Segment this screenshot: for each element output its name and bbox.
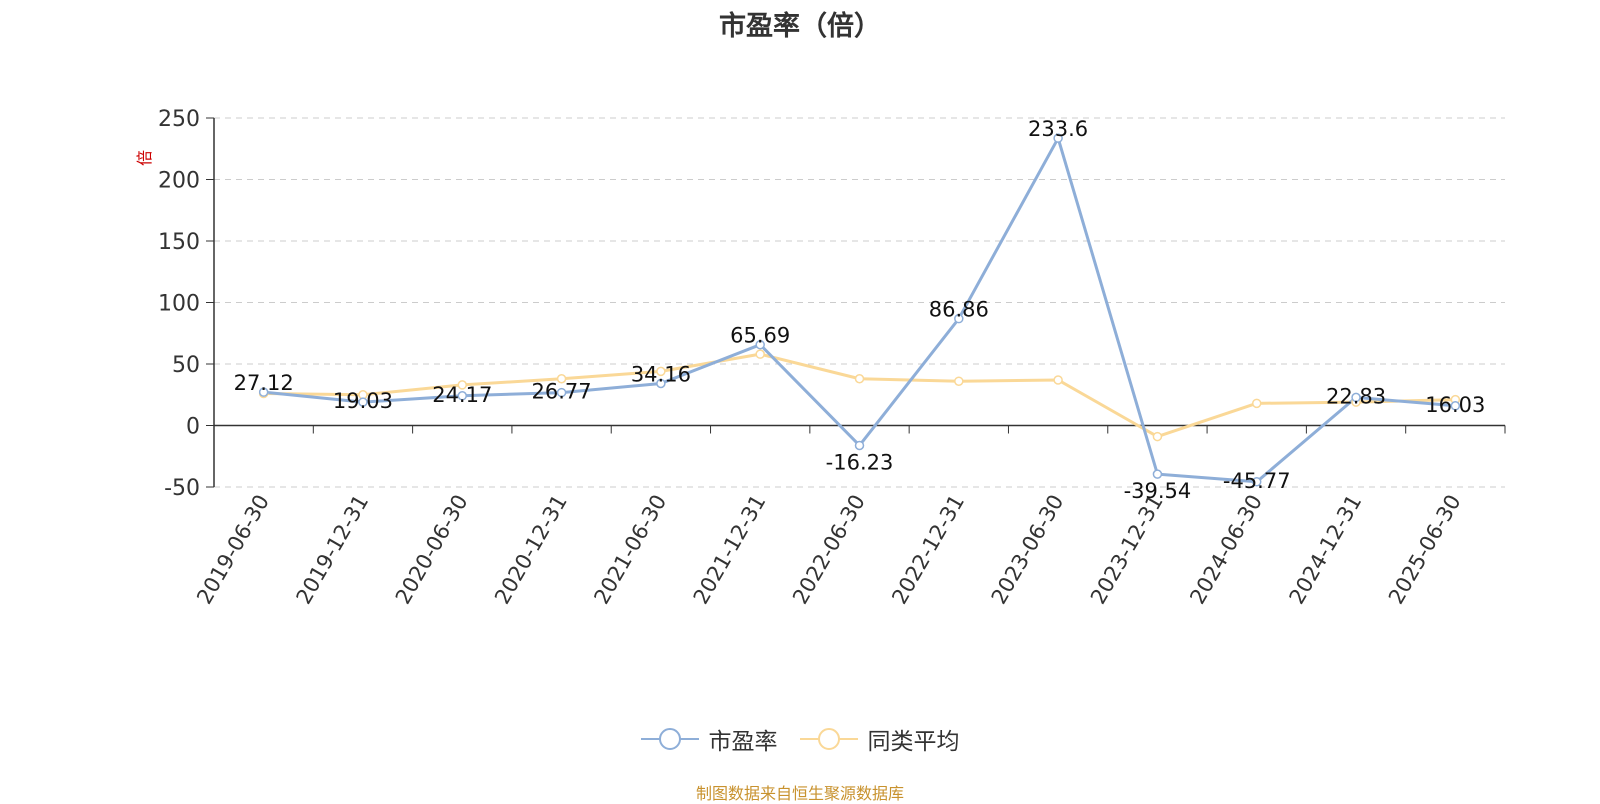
y-tick-label: 50: [172, 353, 200, 378]
data-point: [854, 440, 865, 451]
data-point: [457, 380, 468, 390]
x-tick-label: 2021-12-31: [689, 491, 771, 609]
data-point: [1251, 398, 1262, 409]
data-label: -16.23: [826, 450, 894, 474]
data-label: 26.77: [532, 380, 592, 404]
x-tick-label: 2019-06-30: [192, 491, 274, 609]
data-point: [457, 391, 468, 401]
x-tick-label: 2019-12-31: [291, 491, 373, 609]
data-label: -39.54: [1124, 479, 1192, 503]
data-point: [1053, 133, 1063, 143]
data-point: [656, 366, 666, 377]
x-tick-label: 2024-06-30: [1185, 491, 1267, 609]
data-label: 65.69: [730, 324, 790, 348]
data-point: [1053, 375, 1063, 385]
legend-pe-icon: [640, 728, 699, 750]
data-label: 24.17: [432, 383, 492, 407]
data-point: [258, 387, 269, 397]
data-point: [755, 339, 765, 350]
legend-pe-label: 市盈率: [708, 729, 778, 755]
x-tick-label: 2025-06-30: [1384, 491, 1466, 609]
series: [258, 133, 1461, 487]
y-axis-unit-label: 倍: [135, 150, 154, 166]
y-tick-label: 250: [158, 107, 200, 132]
data-label: 86.86: [929, 298, 989, 322]
data-point: [1450, 401, 1461, 411]
x-tick-label: 2021-06-30: [589, 491, 671, 609]
grid-lines: [214, 117, 1505, 488]
chart-title: 市盈率（倍）: [719, 11, 881, 42]
y-tick-label: 150: [158, 230, 200, 255]
legend-avg-label: 同类平均: [867, 729, 960, 755]
data-point: [556, 387, 567, 398]
data-labels: 27.12 19.03 24.17 26.77 34.16 65.69 -16.23 86.8…: [234, 117, 1486, 503]
legend-item-pe[interactable]: 市盈率: [640, 722, 778, 756]
x-tick-label: 2022-12-31: [887, 491, 969, 609]
x-tick-label: 2022-06-30: [788, 491, 870, 609]
data-label: 233.6: [1028, 117, 1088, 141]
x-tick-label: 2023-12-31: [1086, 491, 1168, 609]
x-tick-label: 2023-06-30: [987, 491, 1069, 609]
y-tick-label: 0: [186, 415, 200, 440]
legend: 市盈率 同类平均: [0, 722, 1600, 756]
data-point: [656, 378, 666, 389]
data-label: 16.03: [1425, 393, 1485, 417]
y-tick-label: 100: [158, 292, 200, 317]
data-point: [1351, 392, 1361, 403]
x-tick-label: 2020-12-31: [490, 491, 572, 609]
data-point: [954, 376, 964, 386]
data-point: [854, 374, 865, 384]
y-tick-label: 200: [158, 169, 200, 194]
source-note: 制图数据来自恒生聚源数据库: [695, 784, 904, 803]
x-tick-label: 2020-06-30: [391, 491, 473, 609]
legend-item-avg[interactable]: 同类平均: [799, 722, 960, 756]
data-label: 34.16: [631, 362, 691, 386]
data-label: -45.77: [1223, 469, 1291, 493]
y-tick-label: -50: [164, 476, 200, 501]
data-label: 19.03: [333, 389, 393, 413]
data-point: [1152, 469, 1163, 479]
data-label: 27.12: [234, 371, 294, 395]
series-line-pe: [263, 136, 1456, 484]
data-point: [1152, 431, 1163, 442]
x-tick-label: 2024-12-31: [1285, 491, 1367, 609]
legend-avg-icon: [799, 728, 858, 750]
data-point: [954, 313, 964, 324]
data-point: [556, 374, 567, 384]
data-point: [1251, 477, 1262, 487]
data-point: [755, 349, 765, 359]
data-point: [358, 397, 368, 407]
data-label: 22.83: [1326, 384, 1386, 408]
